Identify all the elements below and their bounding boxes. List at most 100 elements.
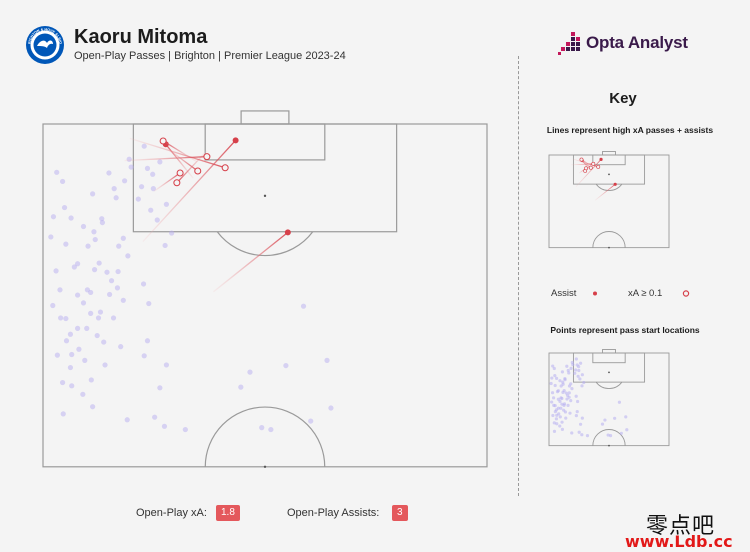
penalty-spot [608,173,610,176]
pass-start-point [558,415,562,419]
pass-start-point [58,315,64,321]
pass-start-point [88,377,94,383]
pass-start-point [69,383,75,389]
key-assist-label: Assist [551,288,577,299]
pass-start-point [564,416,568,420]
pass-start-point [565,397,569,401]
high-xa-pass-line [176,150,208,184]
pass-start-point [553,373,557,378]
pass-start-point [82,357,88,363]
pass-start-point [80,300,87,306]
pass-start-point [146,300,152,307]
pass-start-point [120,235,126,241]
penalty-arc [595,183,623,191]
assist-pass-line [165,143,194,179]
key-lines-pitch-markings [548,151,670,249]
pass-start-point [101,339,107,345]
pass-start-point [182,426,188,433]
page-subtitle: Open-Play Passes | Brighton | Premier Le… [74,50,346,62]
pass-start-point [573,371,577,375]
pass-start-point [150,186,156,192]
pass-start-point [574,414,578,418]
pass-start-point [88,310,94,316]
pass-start-point [549,381,553,386]
centre-circle [592,429,626,446]
pass-start-point [59,379,66,386]
pass-start-point [163,362,170,368]
penalty-spot [263,194,267,198]
pass-start-points [48,143,334,433]
goal [602,349,616,354]
pass-start-point [84,325,90,331]
pass-start-point [551,396,556,400]
key-points-sample [549,357,629,438]
key-lines-sample [571,157,617,201]
opta-logo-icon [558,32,580,55]
xa-end-marker [203,153,211,161]
pass-start-point [563,376,567,381]
pass-start-point [144,338,151,344]
pass-start-point [125,253,131,259]
pass-start-point [141,143,147,149]
pass-start-point [61,204,68,211]
pass-start-point [162,242,168,249]
high-xa-pass-line [124,155,207,162]
pass-start-point [91,229,97,235]
pass-start-point [560,370,565,374]
key-lines-caption: Lines represent high xA passes + assists [546,125,714,135]
penalty-area [572,352,646,383]
pass-start-point [140,281,147,287]
pass-start-point [578,422,583,426]
pass-start-point [75,261,81,267]
assist-end-marker [613,182,617,186]
pass-start-point [148,207,154,213]
pass-start-point [138,184,145,190]
pass-start-point [582,380,586,385]
pass-start-point [95,315,102,321]
pass-start-point [566,403,570,408]
pass-start-point [625,428,629,432]
pass-start-point [556,389,560,393]
pass-start-point [120,297,126,303]
pass-start-point [135,196,141,202]
pass-start-point [104,269,110,275]
pass-start-point [97,309,104,315]
opta-analyst-logo: Opta Analyst [556,30,688,56]
pass-start-point [128,164,134,170]
pass-start-point [556,397,560,401]
pass-start-point [300,303,307,309]
penalty-arc [216,231,314,257]
pass-start-point [122,178,128,184]
key-points-caption: Points represent pass start locations [550,325,700,335]
pass-start-point [107,291,113,298]
key-xa-label: xA ≥ 0.1 [628,288,663,299]
xa-end-marker [584,166,588,171]
pass-start-point [613,416,617,420]
pass-start-point [574,357,578,361]
pass-start-point [111,186,117,192]
logo-text: Opta Analyst [586,33,688,52]
pass-start-point [71,264,77,270]
assist-marker-icon [593,291,597,296]
xa-end-marker [159,137,167,145]
pass-start-point [106,170,112,176]
pass-start-point [570,387,574,391]
centre-spot [608,444,610,447]
pass-start-point [565,364,569,368]
pass-start-point [550,376,554,380]
assist-pass-line [213,231,289,293]
pass-start-point [68,215,74,221]
high-xa-pass-line [571,163,594,166]
high-xa-pass-line [153,172,181,192]
pass-start-point [617,400,622,404]
centre-spot [608,246,610,249]
pass-start-point [554,376,559,381]
pass-start-point [552,429,557,433]
pass-start-point [550,400,554,404]
pass-start-point [115,268,121,275]
goal [240,110,290,125]
pass-start-point [585,433,590,438]
pass-start-point [560,420,564,424]
